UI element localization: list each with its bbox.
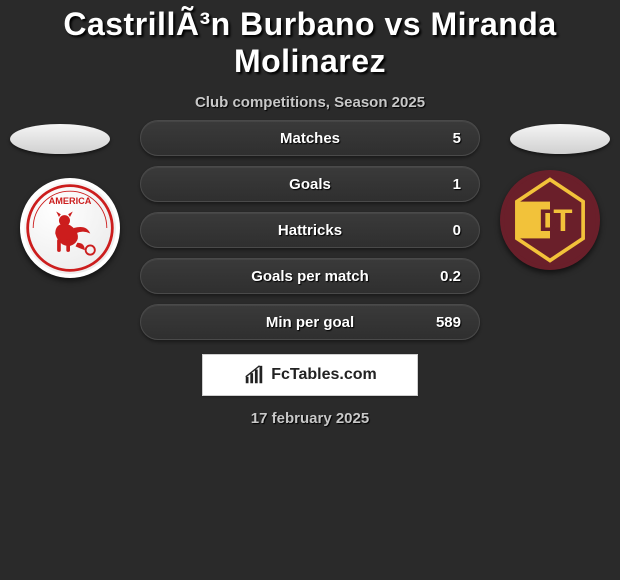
- stat-label: Hattricks: [278, 222, 342, 239]
- badge-left-text: AMERICA: [49, 196, 92, 206]
- stat-row-goals: Goals 1: [140, 166, 480, 202]
- stat-label: Min per goal: [266, 314, 354, 331]
- club-badge-right: D T: [500, 170, 600, 270]
- stats-column: Matches 5 Goals 1 Hattricks 0 Goals per …: [140, 120, 480, 350]
- stat-value: 0: [453, 222, 461, 239]
- club-badge-left: AMERICA: [20, 178, 120, 278]
- player-photo-placeholder-right: [510, 124, 610, 154]
- deportes-tolima-icon: D T: [504, 174, 596, 266]
- brand-text: FcTables.com: [271, 366, 377, 384]
- stat-label: Goals per match: [251, 268, 369, 285]
- stat-row-matches: Matches 5: [140, 120, 480, 156]
- america-de-cali-icon: AMERICA: [24, 182, 116, 274]
- stat-label: Matches: [280, 130, 340, 147]
- stat-row-min-per-goal: Min per goal 589: [140, 304, 480, 340]
- stat-value: 5: [453, 130, 461, 147]
- stat-row-hattricks: Hattricks 0: [140, 212, 480, 248]
- stat-label: Goals: [289, 176, 331, 193]
- stat-row-goals-per-match: Goals per match 0.2: [140, 258, 480, 294]
- player-photo-placeholder-left: [10, 124, 110, 154]
- stat-value: 0.2: [440, 268, 461, 285]
- bar-chart-icon: [243, 364, 265, 386]
- date-text: 17 february 2025: [0, 410, 620, 427]
- badge-right-letter-t: T: [553, 203, 572, 238]
- brand-box[interactable]: FcTables.com: [202, 354, 418, 396]
- stat-value: 1: [453, 176, 461, 193]
- stat-value: 589: [436, 314, 461, 331]
- page-title: CastrillÃ³n Burbano vs Miranda Molinarez: [0, 6, 620, 80]
- subtitle: Club competitions, Season 2025: [0, 94, 620, 111]
- comparison-card: CastrillÃ³n Burbano vs Miranda Molinarez…: [0, 0, 620, 580]
